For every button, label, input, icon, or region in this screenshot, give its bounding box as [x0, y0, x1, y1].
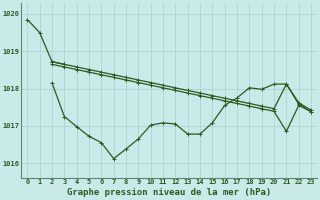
X-axis label: Graphe pression niveau de la mer (hPa): Graphe pression niveau de la mer (hPa): [67, 188, 271, 197]
